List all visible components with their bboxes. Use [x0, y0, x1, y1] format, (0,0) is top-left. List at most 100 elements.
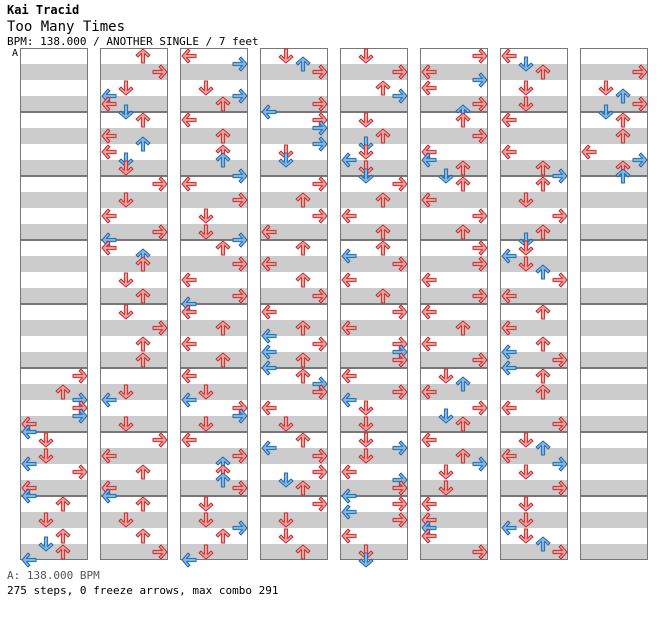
arrow-left-icon	[21, 456, 37, 472]
measure-box	[180, 432, 248, 496]
arrow-up-icon	[55, 544, 71, 560]
arrow-left-icon	[421, 80, 437, 96]
measure-box	[20, 496, 88, 560]
arrow-down-icon	[518, 232, 534, 248]
arrow-up-icon	[135, 112, 151, 128]
measure-box	[500, 112, 568, 176]
arrow-up-icon	[535, 224, 551, 240]
measure-box	[20, 112, 88, 176]
measure-box	[100, 48, 168, 112]
arrow-up-icon	[375, 80, 391, 96]
arrow-right-icon	[472, 208, 488, 224]
arrow-right-icon	[472, 288, 488, 304]
arrow-left-icon	[101, 448, 117, 464]
stats-footer: 275 steps, 0 freeze arrows, max combo 29…	[7, 584, 279, 597]
arrow-up-icon	[55, 384, 71, 400]
arrow-up-icon	[295, 480, 311, 496]
arrow-down-icon	[518, 496, 534, 512]
arrow-up-icon	[135, 464, 151, 480]
arrow-right-icon	[552, 208, 568, 224]
arrow-right-icon	[392, 496, 408, 512]
arrow-right-icon	[152, 176, 168, 192]
arrow-right-icon	[152, 432, 168, 448]
arrow-left-icon	[501, 400, 517, 416]
arrow-left-icon	[421, 336, 437, 352]
arrow-left-icon	[341, 320, 357, 336]
arrow-left-icon	[181, 272, 197, 288]
measure-box	[100, 432, 168, 496]
song-info: BPM: 138.000 / ANOTHER SINGLE / 7 feet	[7, 35, 259, 48]
measure-box	[20, 432, 88, 496]
arrow-up-icon	[135, 256, 151, 272]
arrow-down-icon	[358, 48, 374, 64]
arrow-down-icon	[358, 448, 374, 464]
arrow-down-icon	[358, 136, 374, 152]
arrow-left-icon	[261, 256, 277, 272]
measure-box	[340, 368, 408, 432]
arrow-down-icon	[438, 168, 454, 184]
arrow-up-icon	[295, 432, 311, 448]
arrow-down-icon	[198, 384, 214, 400]
arrow-up-icon	[535, 176, 551, 192]
arrow-up-icon	[215, 96, 231, 112]
arrow-up-icon	[215, 528, 231, 544]
arrow-down-icon	[198, 416, 214, 432]
arrow-right-icon	[472, 352, 488, 368]
arrow-down-icon	[358, 168, 374, 184]
arrow-right-icon	[552, 456, 568, 472]
arrow-right-icon	[312, 208, 328, 224]
arrow-left-icon	[421, 496, 437, 512]
arrow-up-icon	[535, 536, 551, 552]
arrow-up-icon	[535, 160, 551, 176]
arrow-right-icon	[392, 64, 408, 80]
arrow-down-icon	[358, 400, 374, 416]
arrow-right-icon	[152, 320, 168, 336]
arrow-right-icon	[472, 400, 488, 416]
measure-box	[260, 304, 328, 368]
arrow-down-icon	[118, 104, 134, 120]
chart-column	[20, 48, 88, 560]
arrow-down-icon	[438, 408, 454, 424]
arrow-left-icon	[261, 104, 277, 120]
measure-box	[180, 304, 248, 368]
arrow-up-icon	[375, 288, 391, 304]
arrow-down-icon	[358, 432, 374, 448]
measure-box	[420, 240, 488, 304]
measure-box	[420, 496, 488, 560]
measure-box	[580, 176, 648, 240]
arrow-right-icon	[312, 384, 328, 400]
arrow-right-icon	[552, 168, 568, 184]
arrow-up-icon	[615, 168, 631, 184]
arrow-down-icon	[518, 192, 534, 208]
arrow-down-icon	[118, 160, 134, 176]
arrow-down-icon	[198, 544, 214, 560]
arrow-up-icon	[295, 368, 311, 384]
arrow-left-icon	[501, 320, 517, 336]
arrow-left-icon	[501, 48, 517, 64]
measure-box	[340, 176, 408, 240]
arrow-up-icon	[135, 528, 151, 544]
arrow-right-icon	[472, 456, 488, 472]
arrow-right-icon	[552, 352, 568, 368]
arrow-down-icon	[278, 512, 294, 528]
arrow-up-icon	[455, 224, 471, 240]
measure-box	[500, 496, 568, 560]
arrow-down-icon	[438, 464, 454, 480]
arrow-left-icon	[181, 336, 197, 352]
chart-column	[340, 48, 408, 560]
arrow-right-icon	[312, 288, 328, 304]
measure-box	[260, 240, 328, 304]
arrow-up-icon	[135, 352, 151, 368]
chart-column	[260, 48, 328, 560]
arrow-right-icon	[232, 56, 248, 72]
arrow-left-icon	[501, 360, 517, 376]
arrow-down-icon	[518, 240, 534, 256]
song-artist: Kai Tracid	[7, 3, 80, 17]
arrow-up-icon	[215, 320, 231, 336]
arrow-down-icon	[518, 464, 534, 480]
arrow-right-icon	[72, 368, 88, 384]
measure-box	[580, 240, 648, 304]
arrow-left-icon	[181, 392, 197, 408]
arrow-up-icon	[615, 88, 631, 104]
arrow-down-icon	[198, 224, 214, 240]
